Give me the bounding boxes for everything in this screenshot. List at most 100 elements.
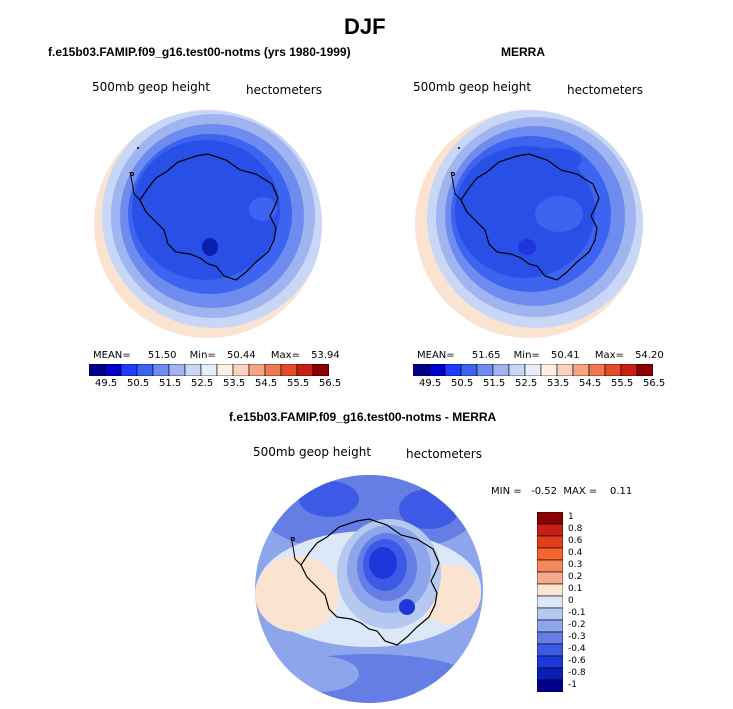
diff-colorbar-label: 0.4	[568, 548, 583, 558]
left-min-value: 50.44	[226, 350, 256, 361]
diff-colorbar-label: -0.3	[568, 632, 586, 642]
diff-colorbar-label: 0.6	[568, 536, 583, 546]
diff-colorbar-swatch	[537, 559, 563, 573]
colorbar-swatch	[184, 364, 202, 376]
diff-colorbar-swatch	[537, 619, 563, 633]
diff-colorbar-swatch	[537, 595, 563, 609]
diff-colorbar-swatch	[537, 607, 563, 621]
diff-colorbar-label: 0.3	[568, 560, 583, 570]
left-colorbar-label: 50.5	[127, 378, 150, 389]
colorbar-swatch	[588, 364, 606, 376]
diff-colorbar-swatch	[537, 631, 563, 645]
right-panel-title: MERRA	[501, 45, 545, 59]
diff-colorbar-swatch	[537, 547, 563, 561]
diff-variable-label: 500mb geop height	[253, 445, 372, 459]
diff-colorbar-label: 1	[568, 512, 574, 522]
right-max-value: 54.20	[635, 350, 664, 361]
antarctica-outline-diff	[300, 518, 440, 646]
colorbar-swatch	[312, 364, 329, 376]
right-colorbar-label: 55.5	[611, 378, 634, 389]
diff-colorbar-label: -0.2	[568, 620, 586, 630]
left-colorbar-label: 56.5	[319, 378, 342, 389]
diff-colorbar-label: -0.8	[568, 668, 586, 678]
right-colorbar-label: 50.5	[451, 378, 474, 389]
right-min-label: Min=	[513, 350, 540, 361]
diff-colorbar-swatch	[537, 583, 563, 597]
left-colorbar-label: 49.5	[95, 378, 118, 389]
diff-colorbar-swatch	[537, 512, 563, 525]
diff-colorbar-label: 0	[568, 596, 574, 606]
right-colorbar-label: 49.5	[419, 378, 442, 389]
left-panel-title: f.e15b03.FAMIP.f09_g16.test00-notms (yrs…	[48, 45, 351, 59]
colorbar-swatch	[136, 364, 154, 376]
right-stats: MEAN= 51.65 Min= 50.41 Max= 54.20	[417, 350, 664, 361]
diff-colorbar-label: -0.4	[568, 644, 586, 654]
colorbar-swatch	[216, 364, 234, 376]
colorbar-swatch	[248, 364, 266, 376]
colorbar-swatch	[152, 364, 170, 376]
colorbar-swatch	[413, 364, 430, 376]
colorbar-swatch	[104, 364, 122, 376]
left-stats: MEAN= 51.50 Min= 50.44 Max= 53.94	[93, 350, 340, 361]
left-mean-label: MEAN=	[93, 350, 131, 361]
diff-colorbar-labels: 1 0.8 0.6 0.4 0.3 0.2 0.1 0 -0.1 -0.2 -0…	[568, 512, 608, 698]
diff-panel-title: f.e15b03.FAMIP.f09_g16.test00-notms - ME…	[229, 410, 497, 424]
left-colorbar	[89, 364, 329, 376]
diff-colorbar-label: -0.1	[568, 608, 586, 618]
left-colorbar-label: 51.5	[159, 378, 182, 389]
diff-colorbar-swatch	[537, 679, 563, 692]
right-colorbar-label: 52.5	[515, 378, 538, 389]
colorbar-swatch	[476, 364, 494, 376]
colorbar-swatch	[168, 364, 186, 376]
right-colorbar	[413, 364, 653, 376]
figure-title: DJF	[344, 14, 386, 39]
left-units-label: hectometers	[246, 83, 322, 97]
right-colorbar-label: 53.5	[547, 378, 570, 389]
right-min-value: 50.41	[550, 350, 580, 361]
diff-colorbar-swatch	[537, 523, 563, 537]
diff-colorbar-label: -1	[568, 680, 577, 690]
colorbar-swatch	[444, 364, 462, 376]
colorbar-swatch	[492, 364, 510, 376]
right-variable-label: 500mb geop height	[413, 80, 532, 94]
colorbar-swatch	[232, 364, 250, 376]
colorbar-swatch	[556, 364, 574, 376]
right-colorbar-label: 54.5	[579, 378, 602, 389]
left-colorbar-label: 54.5	[255, 378, 278, 389]
left-colorbar-label: 55.5	[287, 378, 310, 389]
diff-colorbar-swatch	[537, 535, 563, 549]
diff-colorbar-label: 0.1	[568, 584, 583, 594]
diff-units-label: hectometers	[406, 447, 482, 461]
colorbar-swatch	[508, 364, 526, 376]
diff-minmax: MIN = -0.52 MAX = 0.11	[491, 486, 633, 497]
right-colorbar-label: 51.5	[483, 378, 506, 389]
left-variable-label: 500mb geop height	[92, 80, 211, 94]
left-max-value: 53.94	[311, 350, 340, 361]
diff-colorbar-label: -0.6	[568, 656, 586, 666]
diff-polar-map	[255, 475, 483, 703]
right-max-label: Max=	[594, 350, 624, 361]
diff-colorbar-swatch	[537, 667, 563, 681]
colorbar-swatch	[540, 364, 558, 376]
colorbar-swatch	[280, 364, 298, 376]
diff-colorbar	[537, 512, 563, 692]
colorbar-swatch	[296, 364, 314, 376]
left-colorbar-label: 53.5	[223, 378, 246, 389]
left-min-label: Min=	[189, 350, 216, 361]
colorbar-swatch	[200, 364, 218, 376]
left-polar-map	[94, 110, 322, 338]
left-mean-value: 51.50	[147, 350, 177, 361]
colorbar-swatch	[460, 364, 478, 376]
left-colorbar-labels: 49.5 50.5 51.5 52.5 53.5 54.5 55.5 56.5	[89, 378, 341, 392]
colorbar-swatch	[572, 364, 590, 376]
left-max-label: Max=	[270, 350, 300, 361]
right-polar-map	[415, 110, 643, 338]
colorbar-swatch	[428, 364, 446, 376]
colorbar-swatch	[264, 364, 282, 376]
colorbar-swatch	[89, 364, 106, 376]
colorbar-swatch	[620, 364, 638, 376]
left-colorbar-label: 52.5	[191, 378, 214, 389]
antarctica-outline-left	[139, 153, 279, 281]
diff-colorbar-swatch	[537, 655, 563, 669]
colorbar-swatch	[524, 364, 542, 376]
